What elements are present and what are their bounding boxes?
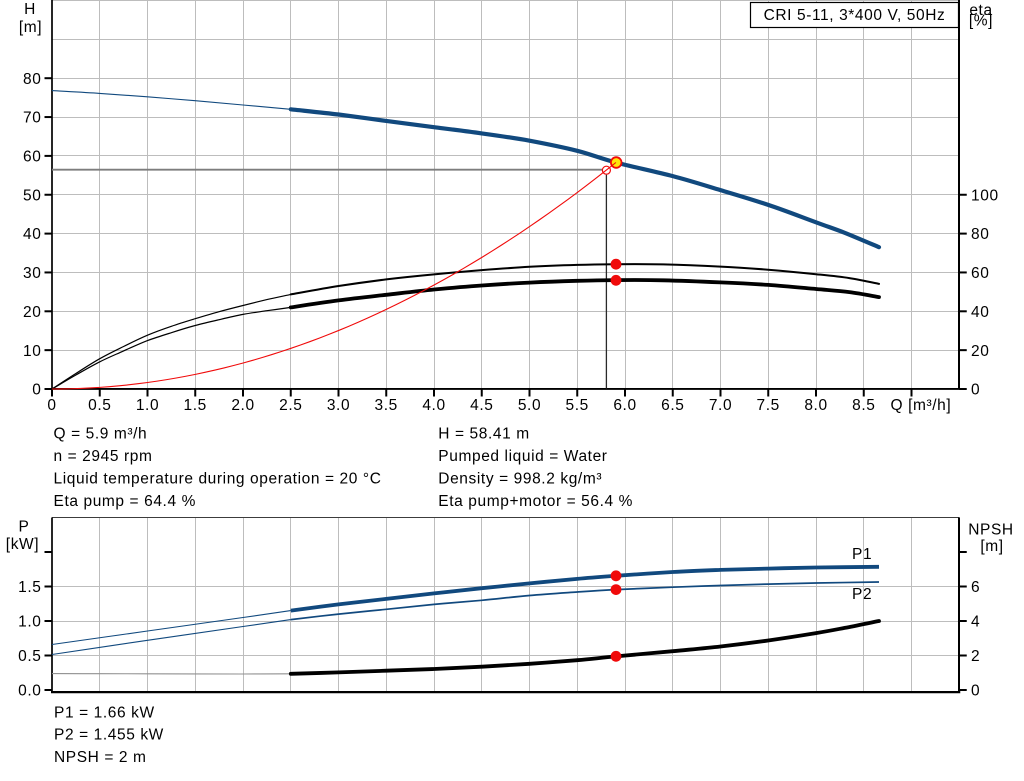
svg-text:3.5: 3.5	[375, 397, 398, 414]
svg-text:8.0: 8.0	[804, 397, 827, 414]
svg-text:30: 30	[23, 265, 41, 282]
svg-text:60: 60	[23, 149, 41, 166]
svg-text:40: 40	[23, 226, 41, 243]
svg-text:70: 70	[23, 110, 41, 127]
svg-text:1.0: 1.0	[18, 614, 41, 631]
svg-text:[kW]: [kW]	[6, 536, 39, 553]
svg-text:20: 20	[23, 304, 41, 321]
svg-text:H: H	[24, 1, 36, 18]
svg-text:8.5: 8.5	[852, 397, 875, 414]
svg-text:5.5: 5.5	[566, 397, 589, 414]
svg-text:Pumped liquid = Water: Pumped liquid = Water	[438, 448, 607, 465]
svg-text:100: 100	[971, 187, 999, 204]
svg-text:H = 58.41 m: H = 58.41 m	[438, 426, 529, 443]
svg-text:0.0: 0.0	[18, 683, 41, 700]
svg-text:60: 60	[971, 265, 989, 282]
svg-text:2.0: 2.0	[231, 397, 254, 414]
svg-text:Liquid temperature during oper: Liquid temperature during operation = 20…	[54, 471, 382, 488]
svg-text:Density = 998.2 kg/m³: Density = 998.2 kg/m³	[438, 471, 602, 488]
svg-text:10: 10	[23, 343, 41, 360]
svg-text:eta: eta	[969, 2, 992, 19]
svg-text:P2 = 1.455 kW: P2 = 1.455 kW	[54, 727, 164, 744]
svg-text:80: 80	[971, 226, 989, 243]
svg-text:Eta pump = 64.4 %: Eta pump = 64.4 %	[54, 493, 196, 510]
svg-text:P1 = 1.66 kW: P1 = 1.66 kW	[54, 704, 155, 721]
svg-text:0: 0	[32, 382, 41, 399]
svg-text:CRI 5-11, 3*400 V, 50Hz: CRI 5-11, 3*400 V, 50Hz	[764, 7, 946, 24]
svg-text:80: 80	[23, 71, 41, 88]
svg-text:0.5: 0.5	[18, 648, 41, 665]
svg-text:2: 2	[971, 648, 980, 665]
svg-text:0: 0	[47, 397, 56, 414]
svg-text:n = 2945 rpm: n = 2945 rpm	[54, 448, 153, 465]
svg-text:1.0: 1.0	[136, 397, 159, 414]
svg-text:[m]: [m]	[19, 19, 42, 36]
svg-text:P2: P2	[852, 586, 872, 603]
svg-text:6.0: 6.0	[613, 397, 636, 414]
svg-text:P: P	[19, 519, 30, 536]
svg-text:0: 0	[971, 382, 980, 399]
svg-text:20: 20	[971, 343, 989, 360]
svg-text:6: 6	[971, 579, 980, 596]
svg-text:Q [m³/h]: Q [m³/h]	[891, 397, 952, 414]
svg-text:P1: P1	[852, 546, 872, 563]
svg-text:NPSH = 2 m: NPSH = 2 m	[54, 749, 147, 766]
svg-text:Eta pump+motor = 56.4 %: Eta pump+motor = 56.4 %	[438, 493, 633, 510]
svg-text:6.5: 6.5	[661, 397, 684, 414]
svg-text:5.0: 5.0	[518, 397, 541, 414]
svg-text:4.5: 4.5	[470, 397, 493, 414]
svg-text:1.5: 1.5	[18, 579, 41, 596]
svg-text:[m]: [m]	[980, 538, 1003, 555]
svg-text:NPSH: NPSH	[968, 522, 1013, 539]
svg-text:7.5: 7.5	[757, 397, 780, 414]
svg-text:4: 4	[971, 614, 980, 631]
svg-text:40: 40	[971, 304, 989, 321]
svg-text:2.5: 2.5	[279, 397, 302, 414]
svg-text:7.0: 7.0	[709, 397, 732, 414]
svg-text:1.5: 1.5	[184, 397, 207, 414]
svg-text:0: 0	[971, 683, 980, 700]
svg-text:3.0: 3.0	[327, 397, 350, 414]
svg-text:[%]: [%]	[969, 13, 993, 30]
svg-text:Q = 5.9 m³/h: Q = 5.9 m³/h	[54, 426, 148, 443]
svg-text:0.5: 0.5	[88, 397, 111, 414]
svg-text:50: 50	[23, 187, 41, 204]
svg-text:4.0: 4.0	[422, 397, 445, 414]
